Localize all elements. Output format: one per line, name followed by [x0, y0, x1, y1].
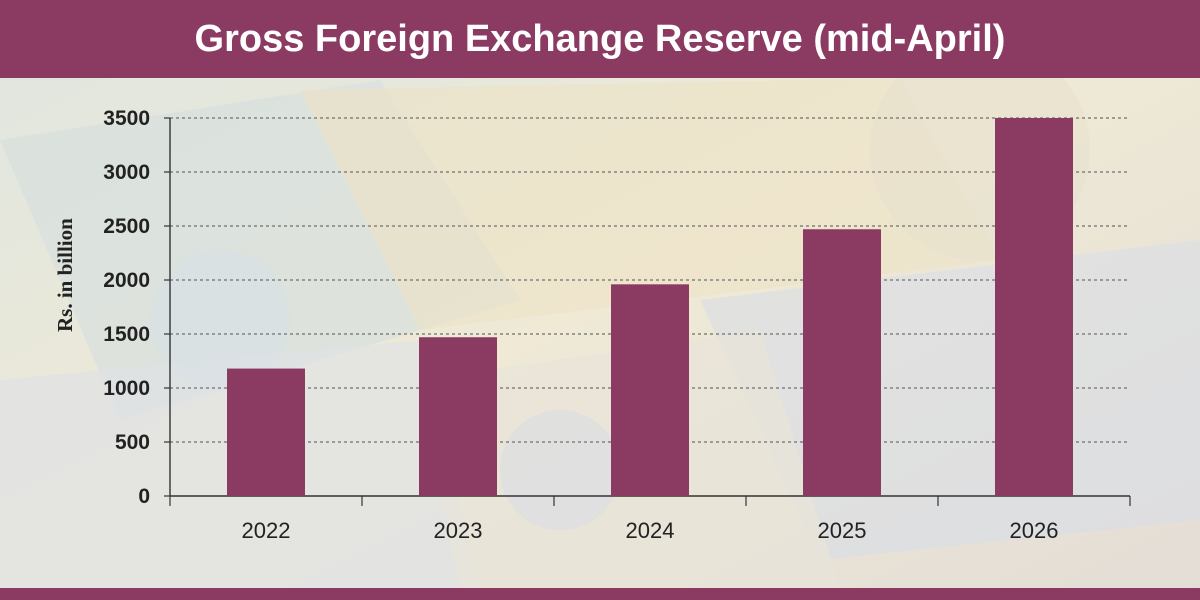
y-tick-label: 2000	[103, 269, 150, 292]
bar	[611, 284, 689, 496]
y-tick-label: 2500	[103, 215, 150, 238]
bar	[803, 229, 881, 497]
y-tick-label: 3500	[103, 107, 150, 130]
y-tick-label: 500	[115, 431, 150, 454]
x-tick-label: 2024	[626, 518, 675, 543]
y-axis-label: Rs. in billion	[53, 218, 77, 332]
x-tick-label: 2022	[242, 518, 291, 543]
bar-chart: 0 500 1000 1500 2000 2500 3000 3500 2022 2023 2024…	[103, 107, 1131, 543]
bar	[227, 368, 305, 496]
y-tick-label: 1000	[103, 377, 150, 400]
x-tick-label: 2026	[1010, 518, 1059, 543]
y-tick-label: 1500	[103, 323, 150, 346]
bottom-bar	[0, 588, 1200, 600]
bar	[995, 118, 1073, 496]
x-tick-label: 2023	[434, 518, 483, 543]
bar	[419, 337, 497, 496]
y-tick-label: 0	[138, 485, 150, 508]
page-title: Gross Foreign Exchange Reserve (mid-Apri…	[0, 0, 1200, 78]
x-tick-label: 2025	[818, 518, 867, 543]
y-tick-label: 3000	[103, 161, 150, 184]
